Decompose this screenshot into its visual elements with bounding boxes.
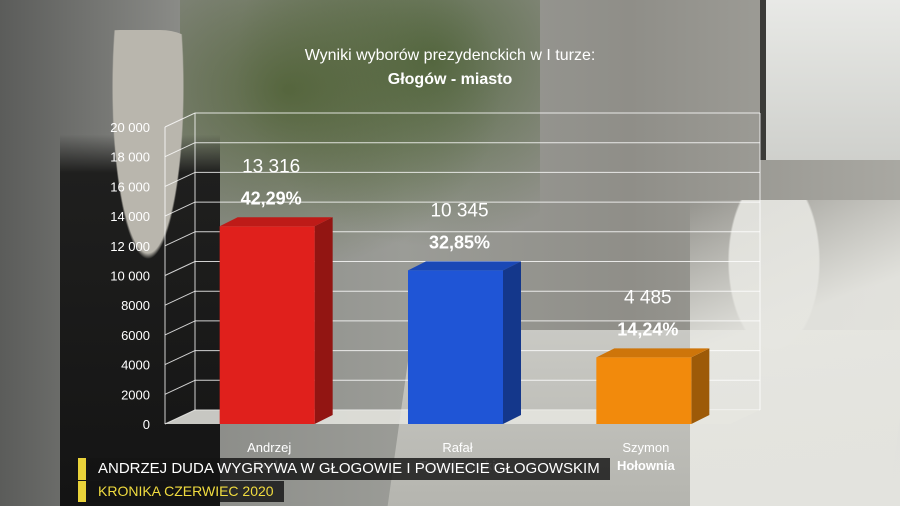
y-tick-label: 16 000 xyxy=(110,179,150,194)
y-tick-label: 10 000 xyxy=(110,269,150,284)
y-tick-label: 14 000 xyxy=(110,209,150,224)
ticker-accent-bar xyxy=(78,458,86,480)
chart-title: Wyniki wyborów prezydenckich w I turze: xyxy=(305,47,596,64)
grid-depth-line xyxy=(164,171,196,187)
category-last-name: Hołownia xyxy=(617,458,676,473)
background-person-right xyxy=(690,200,900,506)
grid-depth-line xyxy=(164,379,196,395)
bar-side xyxy=(503,261,521,424)
bar-top xyxy=(219,217,333,227)
y-axis-ticks: 20 000 18 000 16 000 14 000 12 000 10 000 8000… xyxy=(110,120,150,432)
background-person-left xyxy=(60,30,220,506)
bar xyxy=(596,357,692,424)
grid-depth-line xyxy=(164,231,196,247)
bar xyxy=(408,270,503,424)
chart-data-labels: 13 316 42,29% 10 345 32,85% 4 485 14,24% xyxy=(241,156,679,339)
program-accent-bar xyxy=(78,481,86,502)
grid-depth-line xyxy=(164,261,196,276)
y-tick-label: 20 000 xyxy=(110,120,150,135)
y-tick-label: 18 000 xyxy=(110,150,150,165)
grid-depth-line xyxy=(164,350,196,366)
bar-percent-label: 42,29% xyxy=(241,188,302,208)
background-window xyxy=(760,0,900,160)
category-first-name: Rafał xyxy=(442,440,472,455)
y-tick-label: 2000 xyxy=(121,387,150,402)
chart-subtitle: Głogów - miasto xyxy=(388,71,513,88)
y-tick-label: 6000 xyxy=(121,328,150,343)
grid-depth-line xyxy=(164,320,196,336)
bar-top xyxy=(408,261,521,271)
bar-value-label: 4 485 xyxy=(624,287,672,308)
y-tick-label: 4000 xyxy=(121,358,150,373)
bar xyxy=(219,226,315,424)
grid-depth-line xyxy=(164,201,196,217)
y-tick-label: 12 000 xyxy=(110,239,150,254)
bar-percent-label: 14,24% xyxy=(617,319,678,339)
bar-side xyxy=(691,348,710,424)
grid-depth-line xyxy=(164,112,196,128)
bar-side xyxy=(314,217,333,424)
category-first-name: Szymon xyxy=(622,440,669,455)
y-tick-label: 8000 xyxy=(121,298,150,313)
bar-value-label: 10 345 xyxy=(430,200,488,221)
grid-depth-line xyxy=(164,290,196,306)
category-first-name: Andrzej xyxy=(247,440,291,455)
bar-percent-label: 32,85% xyxy=(429,232,490,252)
chart-bars xyxy=(219,217,710,424)
y-tick-label: 0 xyxy=(143,417,150,432)
bar-top xyxy=(596,348,710,358)
program-label: KRONIKA CZERWIEC 2020 xyxy=(88,481,284,502)
news-ticker-headline: ANDRZEJ DUDA WYGRYWA W GŁOGOWIE I POWIEC… xyxy=(88,458,610,480)
bar-value-label: 13 316 xyxy=(242,156,300,177)
grid-depth-line xyxy=(164,142,196,158)
